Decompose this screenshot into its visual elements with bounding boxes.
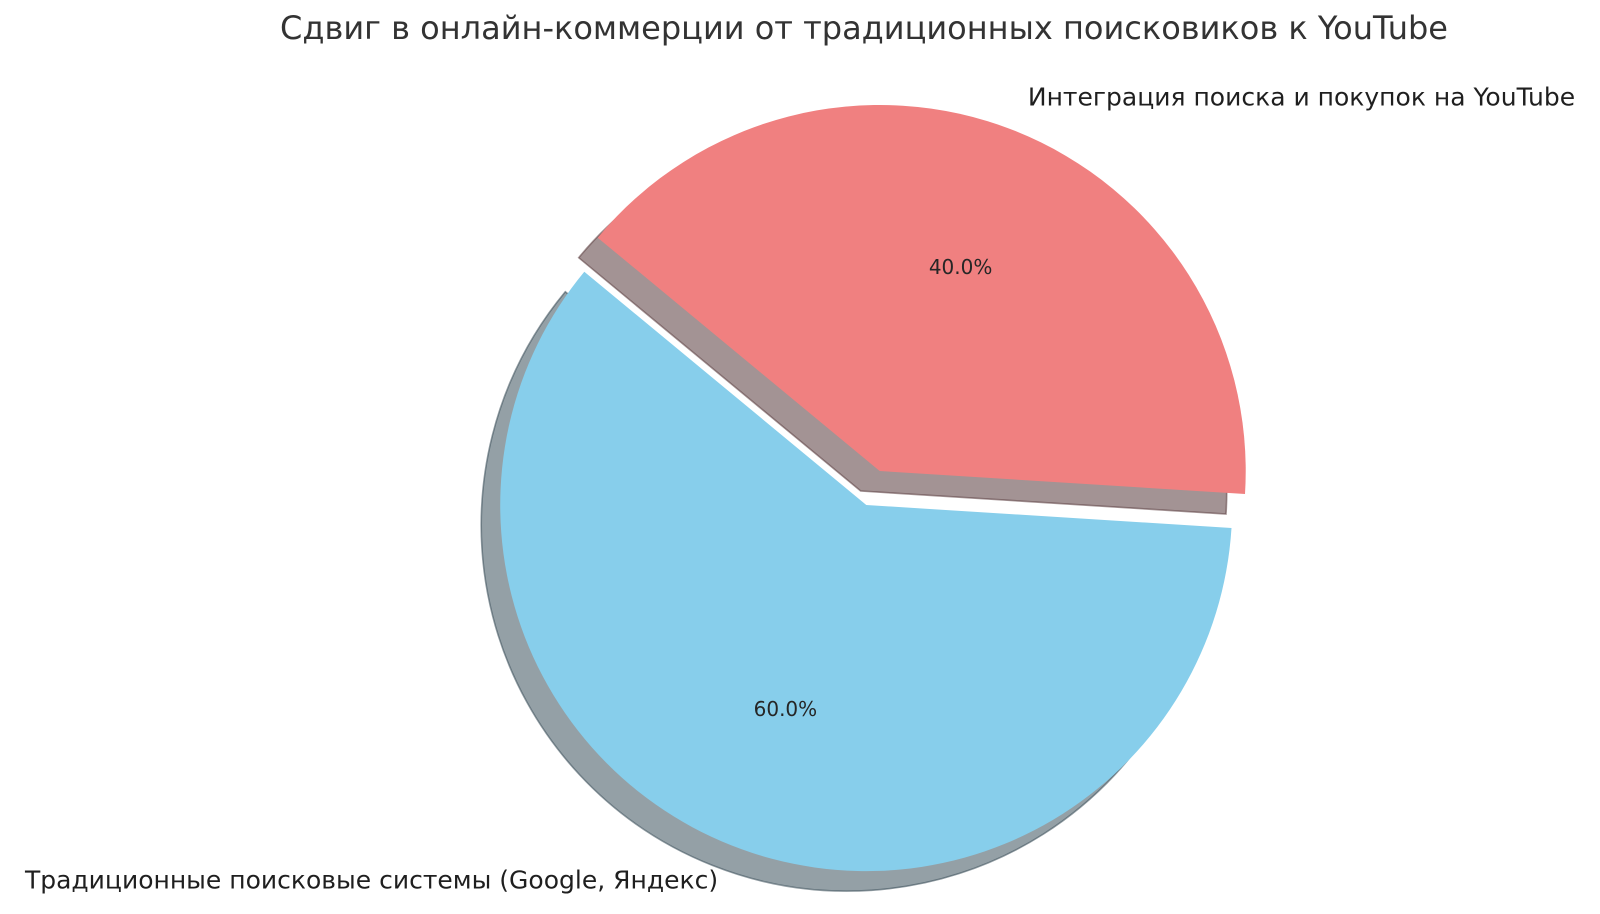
pct-label-youtube-integration: 40.0% xyxy=(929,255,993,279)
chart-title: Сдвиг в онлайн-коммерции от традиционных… xyxy=(280,9,1448,47)
pie-slice-youtube-integration xyxy=(597,104,1246,495)
slice-label-traditional-search: Традиционные поисковые системы (Google, … xyxy=(24,865,718,894)
slice-label-youtube-integration: Интеграция поиска и покупок на YouTube xyxy=(1028,83,1575,112)
pie-wedges xyxy=(500,104,1246,872)
pie-labels: Интеграция поиска и покупок на YouTube Т… xyxy=(24,83,1575,895)
pct-label-traditional-search: 60.0% xyxy=(754,697,818,721)
pie-slice-traditional-search xyxy=(500,271,1232,872)
